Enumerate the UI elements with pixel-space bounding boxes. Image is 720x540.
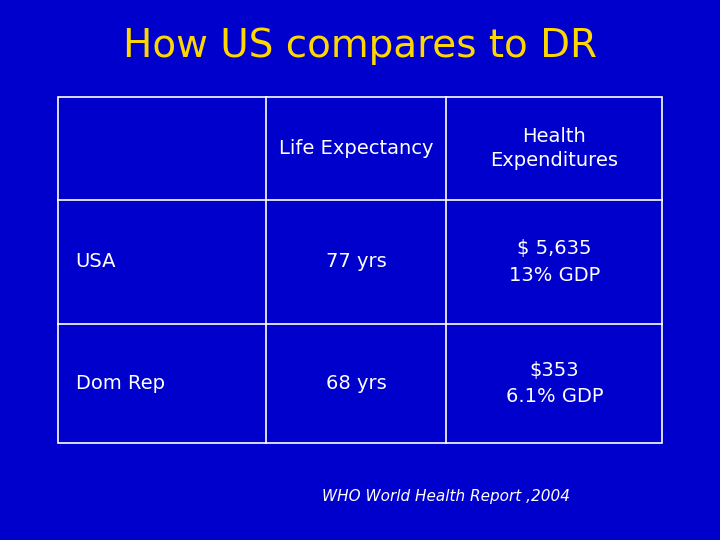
Text: $ 5,635
13% GDP: $ 5,635 13% GDP [509,239,600,285]
Text: 77 yrs: 77 yrs [326,252,387,272]
Text: How US compares to DR: How US compares to DR [123,27,597,65]
Text: Health
Expenditures: Health Expenditures [490,126,618,171]
Text: $353
6.1% GDP: $353 6.1% GDP [505,361,603,406]
Text: Life Expectancy: Life Expectancy [279,139,433,158]
Text: 68 yrs: 68 yrs [326,374,387,393]
Text: USA: USA [76,252,116,272]
Bar [58,97,662,443]
Text: Dom Rep: Dom Rep [76,374,165,393]
Text: WHO World Health Report ,2004: WHO World Health Report ,2004 [323,489,570,504]
